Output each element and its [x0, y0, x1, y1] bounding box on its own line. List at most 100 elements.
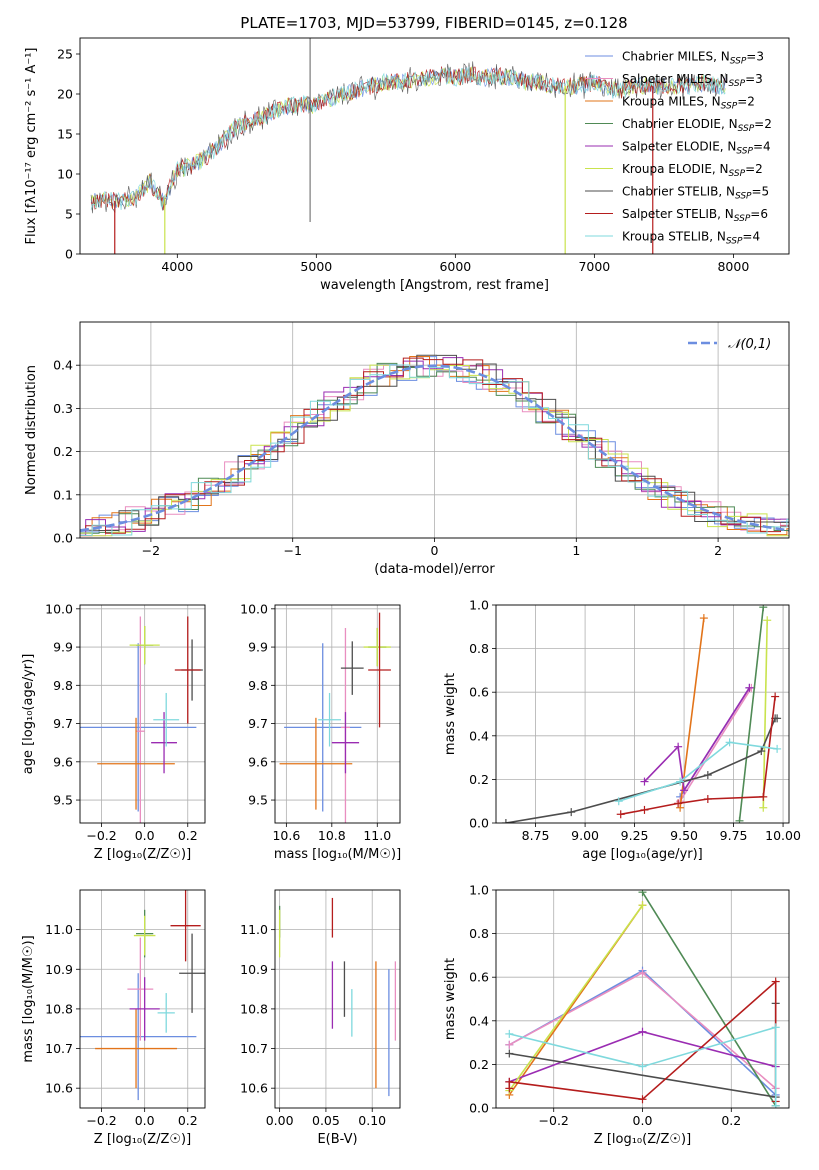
y-tick-label: 11.0: [240, 922, 268, 937]
y-tick-label: 10.6: [240, 1081, 268, 1096]
x-tick-label: 0.00: [266, 1113, 294, 1128]
y-tick-label: 0.4: [53, 358, 73, 373]
mass-weight-line: [679, 618, 705, 808]
mass-vs-ebv-panel: 0.00 0.05 0.10 10.6 10.7 10.8 10.9 11.0 E(B-V): [240, 889, 401, 1147]
x-tick-label: −0.2: [539, 1113, 569, 1128]
legend-nssp: =3: [745, 72, 763, 86]
x-tick-label: 0.0: [633, 1113, 653, 1128]
legend-label: Kroupa MILES, NSSP=2: [622, 95, 755, 112]
legend-subscript: SSP: [726, 237, 743, 247]
legend-model-name: Salpeter MILES, N: [622, 72, 729, 86]
x-tick-label: 10.6: [272, 828, 300, 843]
x-axis-label: Z [log₁₀(Z/Z☉)]: [94, 847, 191, 862]
x-tick-label: 0.2: [178, 1113, 198, 1128]
mass-weight-line: [641, 891, 777, 1107]
y-tick-label: 0: [65, 247, 73, 262]
age-vs-metallicity-panel: −0.2 0.0 0.2 9.5 9.6 9.7 9.8 9.9 10.0 Z [log₁₀(Z/…: [21, 601, 206, 862]
legend-model-name: Kroupa STELIB, N: [622, 230, 726, 244]
x-axis-label: E(B-V): [317, 1132, 357, 1147]
legend-label: Kroupa ELODIE, NSSP=2: [622, 162, 763, 179]
legend-subscript: SSP: [735, 192, 752, 202]
plot-area: [80, 616, 203, 823]
x-tick-label: −2: [142, 543, 160, 558]
mass-weight-vs-age-panel: 8.75 9.00 9.25 9.50 9.75 10.00 0.0 0.2 0.4 0.6 0.8…: [443, 598, 801, 863]
y-axis-label: age [log₁₀(age/yr)]: [21, 654, 36, 775]
x-tick-label: 8000: [717, 259, 749, 274]
y-tick-label: 0.1: [53, 487, 73, 502]
x-axis-label: (data-model)/error: [374, 562, 495, 577]
x-tick-label: −0.2: [86, 1113, 116, 1128]
x-tick-label: 9.00: [571, 828, 599, 843]
y-tick-label: 9.9: [53, 640, 73, 655]
y-tick-label: 0.2: [53, 444, 73, 459]
y-tick-label: 1.0: [469, 598, 489, 613]
x-tick-label: 0.2: [178, 828, 198, 843]
legend-model-name: Kroupa ELODIE, N: [622, 162, 729, 176]
axes-frame: [274, 889, 401, 1109]
mass-vs-metallicity-panel: −0.2 0.0 0.2 10.6 10.7 10.8 10.9 11.0 Z [log₁₀(Z…: [21, 889, 206, 1147]
figure-title: PLATE=1703, MJD=53799, FIBERID=0145, z=0…: [240, 14, 627, 32]
y-tick-label: 0.4: [469, 1013, 489, 1028]
x-tick-label: 0: [431, 543, 439, 558]
y-tick-label: 9.5: [248, 793, 268, 808]
plot-area: [278, 897, 397, 1097]
y-axis-label: mass weight: [443, 673, 458, 755]
histogram-step: [80, 357, 789, 536]
mass-weight-line: [620, 696, 776, 816]
y-tick-label: 9.6: [53, 754, 73, 769]
legend-nssp: =2: [754, 117, 772, 131]
legend-model-name: Salpeter STELIB, N: [622, 207, 734, 221]
y-tick-label: 9.7: [248, 716, 268, 731]
mass-weight-line: [509, 1026, 777, 1106]
y-tick-label: 10.0: [240, 601, 268, 616]
x-tick-label: 9.75: [720, 828, 748, 843]
y-tick-label: 0.6: [469, 685, 489, 700]
y-tick-label: 10.8: [45, 1001, 73, 1016]
x-axis-label: Z [log₁₀(Z/Z☉)]: [94, 1132, 191, 1147]
y-tick-label: 25: [57, 47, 73, 62]
x-tick-label: 10.00: [765, 828, 801, 843]
x-tick-label: 4000: [161, 259, 193, 274]
spectrum-panel: 4000 5000 6000 7000 8000 0 5 10 15 20 25 wavelength…: [24, 37, 790, 293]
normal-reference-curve: [80, 364, 789, 532]
x-tick-label: 0.10: [358, 1113, 386, 1128]
axes-frame: [79, 889, 206, 1109]
legend-label: Chabrier ELODIE, NSSP=2: [622, 117, 772, 134]
x-tick-label: 9.50: [670, 828, 698, 843]
legend-subscript: SSP: [736, 147, 753, 157]
y-tick-label: 10.7: [240, 1041, 268, 1056]
x-axis-label: mass [log₁₀(M/M☉)]: [274, 847, 401, 862]
y-tick-label: 5: [65, 207, 73, 222]
legend-nssp: =4: [742, 230, 760, 244]
x-tick-label: 10.8: [318, 828, 346, 843]
y-tick-label: 10.9: [240, 962, 268, 977]
x-axis-label: age [log₁₀(age/yr)]: [582, 847, 703, 862]
legend-nssp: =4: [753, 140, 771, 154]
legend-label: Kroupa STELIB, NSSP=4: [622, 230, 760, 247]
x-tick-label: −1: [283, 543, 301, 558]
y-axis-label: mass weight: [443, 958, 458, 1040]
plot-area: [80, 354, 789, 537]
mass-weight-line: [679, 687, 753, 802]
x-tick-label: 2: [714, 543, 722, 558]
mass-weight-line: [738, 607, 765, 821]
y-tick-label: 0.2: [469, 1057, 489, 1072]
x-tick-label: 5000: [300, 259, 332, 274]
legend-label: Salpeter MILES, NSSP=3: [622, 72, 763, 89]
legend-label: Salpeter STELIB, NSSP=6: [622, 207, 768, 224]
y-tick-label: 9.8: [248, 678, 268, 693]
mass-weight-line: [762, 620, 768, 808]
y-axis-label: Flux [fλ10⁻¹⁷ erg cm⁻² s⁻¹ A⁻¹]: [24, 48, 39, 245]
y-tick-label: 0.0: [469, 1101, 489, 1116]
legend-label: 𝒩(0,1): [728, 337, 771, 352]
y-tick-label: 0.6: [469, 970, 489, 985]
y-tick-label: 9.7: [53, 716, 73, 731]
axes-frame: [274, 604, 401, 824]
spectrum-line: [90, 66, 726, 211]
axes-frame: [79, 37, 790, 255]
y-tick-label: 9.8: [53, 678, 73, 693]
legend-nssp: =2: [745, 162, 763, 176]
axes-frame: [495, 889, 790, 1109]
legend-subscript: SSP: [734, 214, 751, 224]
